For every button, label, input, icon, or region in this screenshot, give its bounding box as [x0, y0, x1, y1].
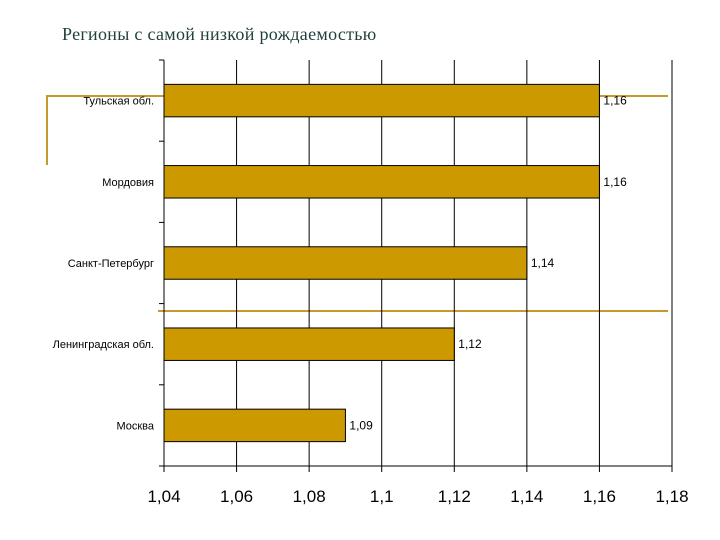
x-tick-label: 1,18: [655, 487, 688, 506]
bar: [163, 165, 600, 199]
category-label: Тульская обл.: [83, 96, 154, 108]
category-label: Ленинградская обл.: [53, 339, 154, 351]
axis-layer: [159, 59, 673, 472]
data-label: 1,16: [603, 175, 627, 189]
data-label: 1,16: [603, 94, 627, 108]
label-layer: Тульская обл. 1,16 Мордовия 1,16 Санкт-Петер…: [53, 94, 689, 506]
x-tick-label: 1,08: [293, 487, 326, 506]
bar-layer: [163, 83, 600, 443]
x-tick-label: 1,14: [510, 487, 543, 506]
bar: [163, 408, 346, 443]
x-tick-label: 1,16: [583, 487, 616, 506]
category-label: Мордовия: [102, 177, 154, 189]
bar: [163, 83, 600, 118]
x-tick-label: 1,06: [220, 487, 253, 506]
bar: [163, 246, 528, 280]
data-label: 1,09: [349, 418, 373, 432]
data-label: 1,12: [458, 337, 482, 351]
x-tick-label: 1,04: [147, 487, 180, 506]
category-label: Москва: [116, 420, 154, 432]
x-tick-label: 1,1: [370, 487, 394, 506]
bar: [163, 327, 455, 361]
category-label: Санкт-Петербург: [68, 258, 154, 270]
decorative-line-left: [46, 95, 48, 165]
x-tick-label: 1,12: [438, 487, 471, 506]
slide-title: Регионы с самой низкой рождаемостью: [62, 24, 377, 44]
decorative-line-middle: [158, 310, 668, 312]
data-label: 1,14: [531, 256, 555, 270]
